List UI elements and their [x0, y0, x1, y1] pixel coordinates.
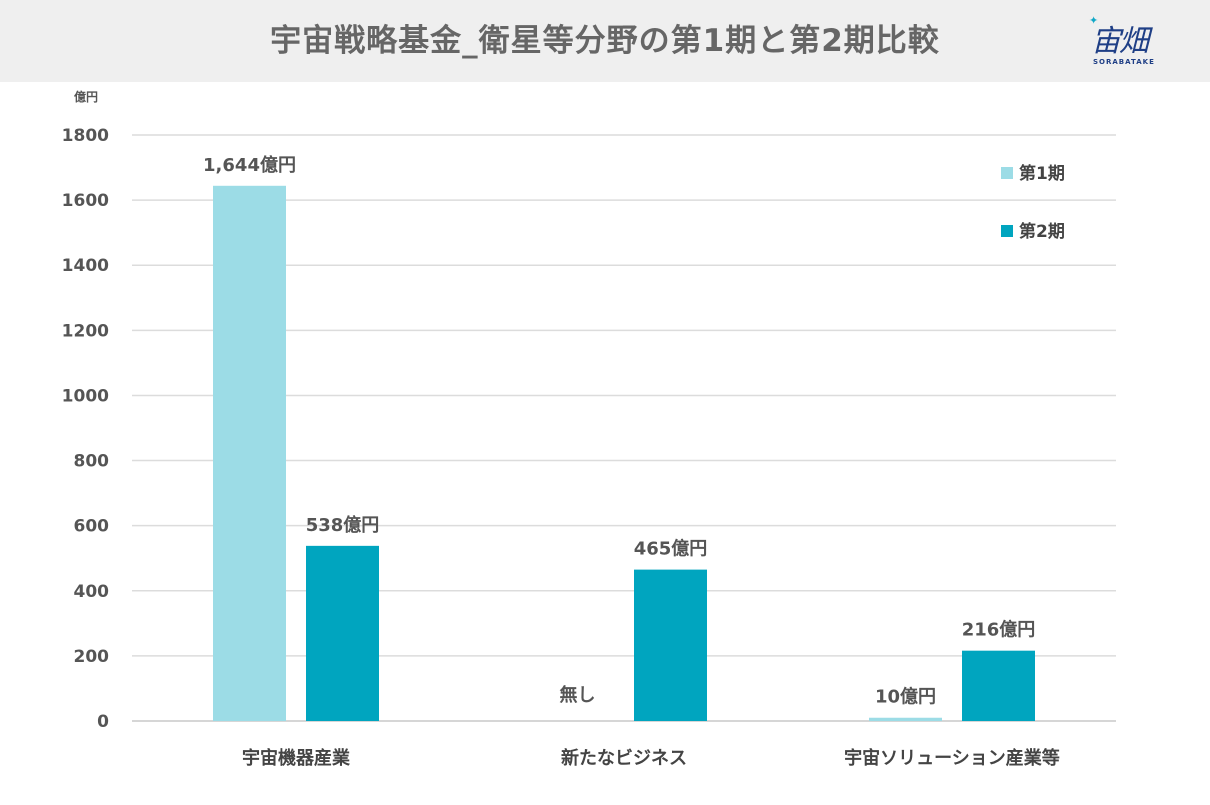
data-label: 538億円	[306, 514, 380, 536]
bar-1-3	[869, 717, 942, 721]
legend-swatch	[1001, 167, 1013, 179]
data-label: 216億円	[962, 619, 1036, 641]
data-label: 465億円	[634, 538, 708, 560]
legend-swatch	[1001, 225, 1013, 237]
bar-2-3	[962, 650, 1035, 721]
y-tick-label: 1200	[62, 321, 109, 341]
logo-subtext: SORABATAKE	[1093, 58, 1155, 66]
y-tick-label: 1400	[62, 256, 109, 276]
y-tick-label: 800	[74, 452, 110, 472]
bar-2-1	[306, 545, 379, 721]
bar-2-2	[634, 569, 707, 721]
sparkle-icon: ✦	[1089, 14, 1099, 27]
data-label: 1,644億円	[203, 154, 296, 176]
y-tick-label: 600	[74, 517, 110, 537]
x-category-label: 宇宙機器産業	[242, 747, 351, 769]
y-tick-label: 400	[74, 582, 110, 602]
sorabatake-logo: ✦ 宙畑 SORABATAKE	[1085, 14, 1175, 70]
y-tick-label: 0	[97, 712, 109, 732]
data-label: 10億円	[875, 686, 936, 708]
bar-1-1	[213, 185, 286, 721]
x-category-label: 宇宙ソリューション産業等	[844, 747, 1060, 769]
logo-text: 宙畑	[1091, 24, 1149, 59]
y-tick-label: 1800	[62, 126, 109, 146]
chart-title: 宇宙戦略基金_衛星等分野の第1期と第2期比較	[270, 23, 940, 59]
y-tick-label: 200	[74, 647, 110, 667]
x-category-label: 新たなビジネス	[561, 747, 687, 769]
y-unit-label: 億円	[74, 89, 98, 104]
title-bar: 宇宙戦略基金_衛星等分野の第1期と第2期比較 ✦ 宙畑 SORABATAKE	[0, 0, 1210, 82]
y-tick-label: 1000	[62, 386, 109, 406]
data-label: 無し	[560, 684, 596, 706]
legend-label: 第1期	[1019, 163, 1065, 184]
legend-label: 第2期	[1019, 221, 1065, 242]
y-tick-label: 1600	[62, 191, 109, 211]
